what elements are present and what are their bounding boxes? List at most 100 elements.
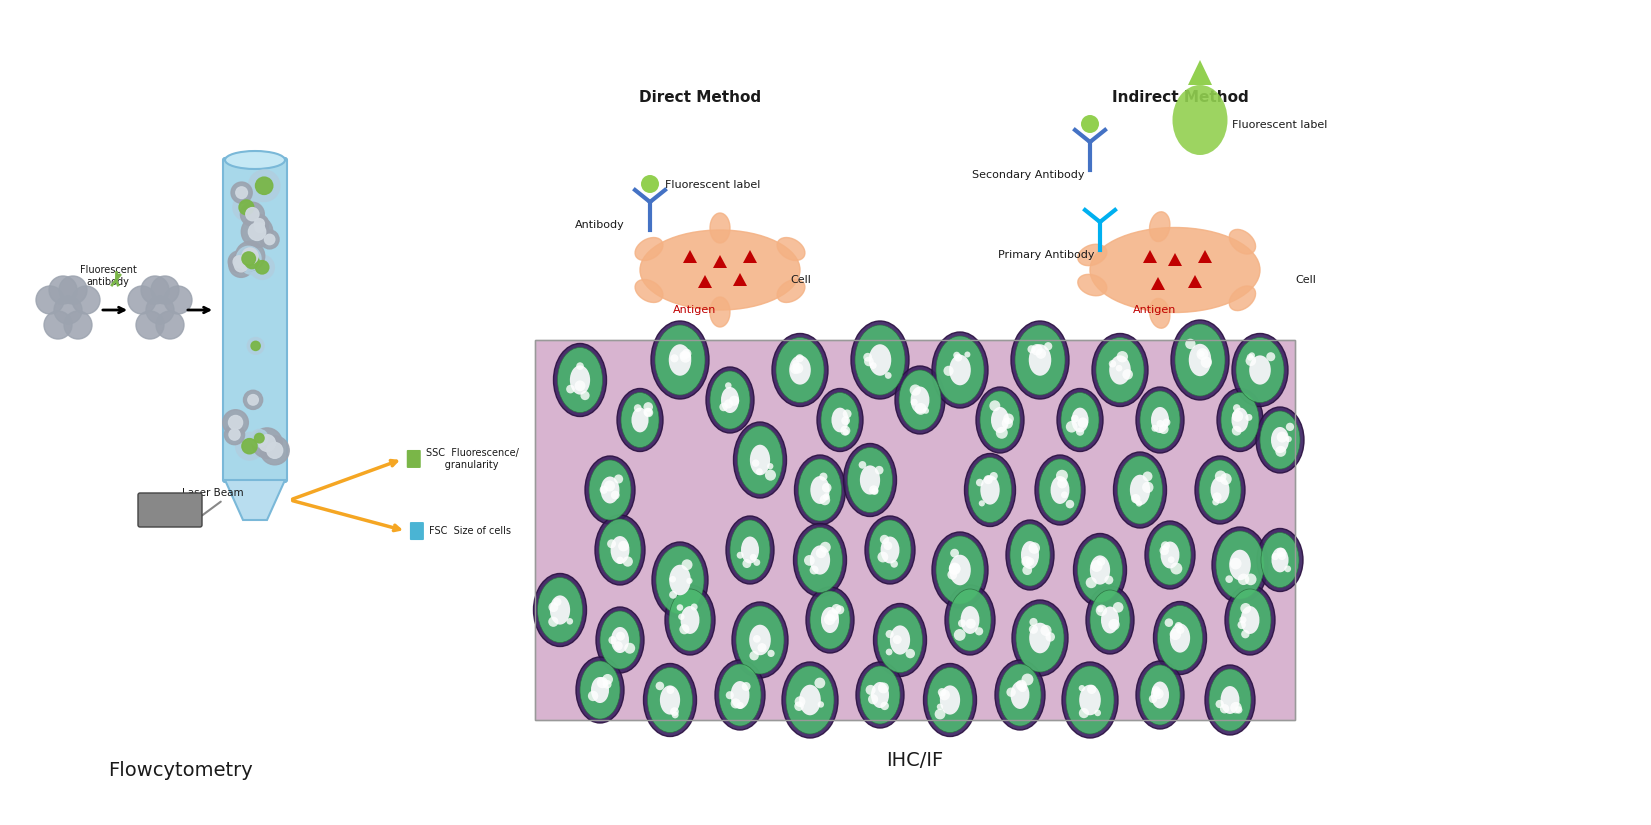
Circle shape — [842, 409, 852, 418]
FancyBboxPatch shape — [409, 522, 424, 540]
Circle shape — [243, 248, 258, 264]
Ellipse shape — [789, 356, 811, 384]
Circle shape — [1096, 606, 1103, 612]
Polygon shape — [1189, 60, 1212, 85]
Circle shape — [1276, 431, 1288, 442]
Ellipse shape — [981, 475, 999, 505]
Ellipse shape — [855, 662, 905, 728]
Circle shape — [1043, 342, 1052, 351]
Ellipse shape — [1067, 666, 1114, 734]
Circle shape — [949, 563, 961, 575]
Ellipse shape — [996, 660, 1045, 730]
Ellipse shape — [949, 589, 991, 651]
Ellipse shape — [817, 389, 863, 451]
Circle shape — [229, 429, 239, 441]
Ellipse shape — [647, 667, 692, 733]
Ellipse shape — [636, 280, 664, 303]
Ellipse shape — [1118, 456, 1162, 524]
Circle shape — [576, 362, 584, 370]
Circle shape — [1230, 558, 1242, 569]
Ellipse shape — [533, 573, 586, 647]
Polygon shape — [1151, 277, 1166, 290]
Circle shape — [36, 286, 64, 314]
Ellipse shape — [1062, 662, 1118, 738]
Circle shape — [1159, 424, 1169, 434]
Circle shape — [248, 170, 281, 201]
Circle shape — [246, 208, 259, 221]
Circle shape — [253, 428, 282, 458]
Circle shape — [251, 430, 267, 447]
Circle shape — [243, 390, 263, 409]
Circle shape — [223, 410, 248, 436]
Circle shape — [155, 311, 183, 339]
Circle shape — [1116, 351, 1128, 362]
Circle shape — [229, 253, 253, 277]
Circle shape — [1284, 565, 1291, 573]
Circle shape — [59, 276, 88, 304]
Circle shape — [687, 578, 692, 584]
Text: Laser Beam: Laser Beam — [182, 488, 244, 498]
Ellipse shape — [872, 682, 888, 708]
Circle shape — [885, 648, 893, 655]
Circle shape — [1167, 556, 1174, 563]
Ellipse shape — [636, 238, 664, 261]
Bar — [535, 340, 1294, 720]
Circle shape — [150, 276, 178, 304]
Circle shape — [753, 559, 759, 566]
Ellipse shape — [1230, 229, 1255, 254]
Circle shape — [877, 552, 888, 563]
Ellipse shape — [1129, 474, 1151, 505]
Circle shape — [604, 480, 616, 492]
Circle shape — [1086, 685, 1096, 694]
Text: Direct Method: Direct Method — [639, 90, 761, 105]
Circle shape — [241, 439, 258, 454]
Ellipse shape — [969, 458, 1012, 522]
Ellipse shape — [591, 677, 609, 703]
Circle shape — [976, 627, 984, 635]
Circle shape — [1002, 417, 1014, 429]
Circle shape — [1215, 700, 1223, 708]
Circle shape — [1096, 558, 1105, 566]
Circle shape — [835, 606, 844, 615]
Circle shape — [241, 216, 272, 248]
Ellipse shape — [1139, 665, 1180, 725]
Ellipse shape — [1217, 531, 1265, 599]
Ellipse shape — [655, 546, 703, 614]
Ellipse shape — [1228, 589, 1271, 651]
Circle shape — [1062, 492, 1068, 498]
Ellipse shape — [669, 564, 690, 596]
Circle shape — [822, 483, 832, 493]
FancyBboxPatch shape — [406, 450, 421, 468]
Circle shape — [1233, 404, 1240, 412]
Circle shape — [758, 644, 766, 653]
FancyBboxPatch shape — [139, 493, 201, 527]
Circle shape — [872, 488, 878, 495]
Circle shape — [868, 485, 878, 495]
Circle shape — [870, 362, 877, 369]
Circle shape — [145, 296, 173, 324]
Ellipse shape — [1015, 604, 1063, 672]
Ellipse shape — [580, 661, 621, 719]
Circle shape — [239, 200, 254, 215]
Ellipse shape — [868, 520, 911, 580]
Ellipse shape — [718, 664, 761, 726]
Circle shape — [249, 255, 274, 280]
Ellipse shape — [1171, 320, 1228, 400]
Circle shape — [251, 342, 261, 351]
Polygon shape — [225, 480, 286, 520]
Circle shape — [751, 460, 759, 467]
Ellipse shape — [806, 587, 854, 653]
Circle shape — [880, 535, 890, 544]
Circle shape — [821, 542, 830, 553]
Circle shape — [1247, 354, 1253, 361]
Circle shape — [1271, 553, 1280, 560]
Ellipse shape — [1078, 538, 1123, 602]
Ellipse shape — [741, 536, 759, 563]
Ellipse shape — [665, 585, 715, 655]
Circle shape — [726, 691, 735, 700]
Circle shape — [1162, 418, 1171, 427]
Circle shape — [868, 694, 878, 705]
Ellipse shape — [799, 685, 821, 715]
Ellipse shape — [1209, 669, 1251, 731]
Circle shape — [624, 643, 636, 653]
